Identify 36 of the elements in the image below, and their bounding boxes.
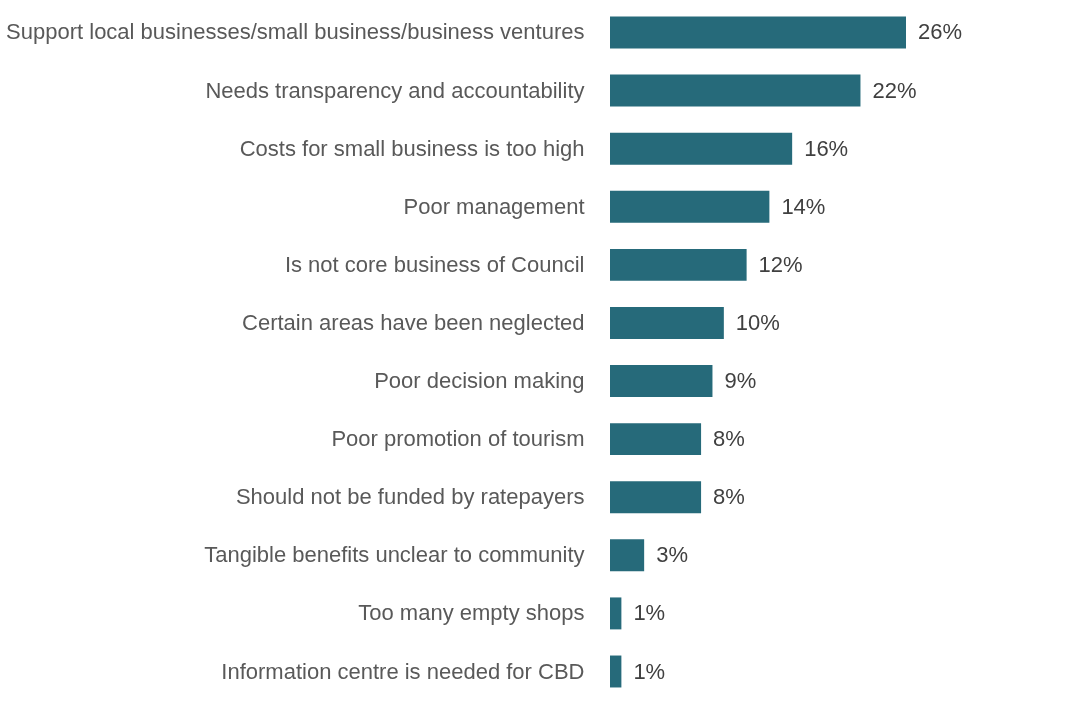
bar	[610, 655, 622, 688]
data-label: 16%	[804, 135, 849, 161]
y-tick-label: Should not be funded by ratepayers	[235, 484, 585, 510]
data-label: 9%	[724, 368, 757, 394]
data-label: 14%	[781, 193, 826, 219]
y-tick-label: Needs transparency and accountability	[205, 77, 585, 103]
bar	[610, 539, 645, 572]
bar	[610, 306, 724, 339]
data-label: 22%	[872, 77, 917, 103]
data-label: 1%	[633, 600, 666, 626]
y-tick-label: Poor management	[403, 193, 585, 219]
y-tick-label: Information centre is needed for CBD	[221, 658, 585, 684]
bar	[610, 423, 702, 456]
y-tick-label: Poor decision making	[374, 368, 585, 394]
y-tick-label: Support local businesses/small business/business ventures	[6, 19, 585, 45]
y-tick-label: Is not core business of Council	[284, 251, 585, 277]
y-tick-label: Certain areas have been neglected	[242, 309, 585, 335]
y-tick-label: Costs for small business is too high	[239, 135, 585, 161]
bar	[610, 365, 713, 398]
y-tick-label: Poor promotion of tourism	[331, 426, 585, 452]
bar	[610, 190, 770, 223]
data-label: 8%	[713, 484, 745, 510]
bar	[610, 16, 906, 49]
bar	[610, 481, 702, 514]
data-label: 1%	[633, 658, 666, 684]
bar	[610, 132, 793, 165]
data-label: 3%	[656, 542, 688, 568]
bar	[610, 74, 861, 107]
bar	[610, 248, 747, 281]
data-label: 26%	[918, 19, 963, 45]
data-label: 12%	[758, 251, 803, 277]
data-label: 10%	[735, 309, 780, 335]
y-tick-label: Too many empty shops	[358, 600, 585, 626]
y-tick-label: Tangible benefits unclear to community	[204, 542, 585, 568]
bar	[610, 597, 622, 630]
data-label: 8%	[713, 426, 745, 452]
